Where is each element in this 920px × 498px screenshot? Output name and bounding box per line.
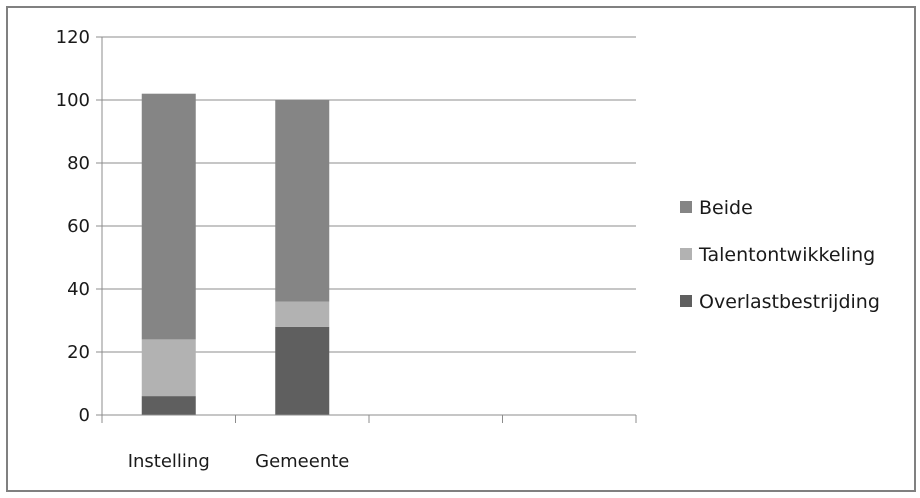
y-tick-label: 0 — [79, 405, 90, 426]
axes — [96, 36, 637, 423]
legend-swatch — [680, 248, 692, 260]
legend-label: Beide — [699, 197, 753, 219]
legend-label: Overlastbestrijding — [699, 291, 880, 313]
y-tick-label: 100 — [56, 90, 90, 111]
y-tick-label: 80 — [67, 153, 90, 174]
bars — [141, 93, 330, 415]
legend-label: Talentontwikkeling — [698, 244, 875, 266]
x-axis-tick-labels: Instelling Gemeente — [128, 451, 350, 472]
x-tick-label: Instelling — [128, 451, 210, 472]
bar-instelling-talentontwikkeling — [141, 339, 196, 397]
x-tick-label: Gemeente — [255, 451, 349, 472]
y-tick-label: 40 — [67, 279, 90, 300]
legend: Beide Talentontwikkeling Overlastbestrijdi… — [680, 197, 880, 313]
bar-gemeente-beide — [275, 100, 330, 302]
y-axis-tick-labels: 0 20 40 60 80 100 120 — [56, 27, 90, 426]
legend-swatch — [680, 295, 692, 307]
bar-gemeente-talentontwikkeling — [275, 301, 330, 327]
legend-swatch — [680, 201, 692, 213]
bar-instelling-beide — [141, 93, 196, 340]
y-tick-label: 60 — [67, 216, 90, 237]
y-tick-label: 20 — [67, 342, 90, 363]
bar-instelling-overlastbestrijding — [141, 396, 196, 415]
y-tick-label: 120 — [56, 27, 90, 48]
bar-gemeente-overlastbestrijding — [275, 326, 330, 415]
